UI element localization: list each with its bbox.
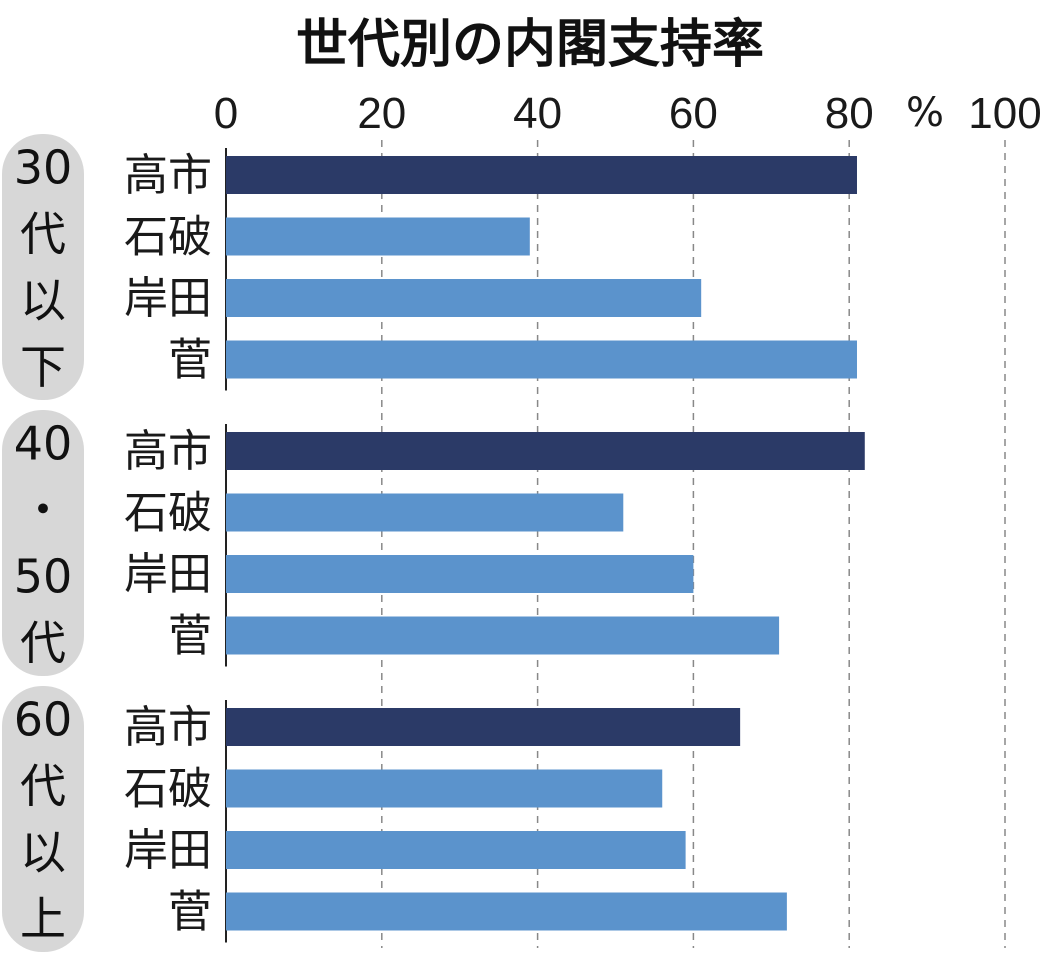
category-label: 石破	[124, 764, 212, 815]
category-label: 岸田	[124, 549, 212, 600]
bar-岸田	[226, 555, 694, 593]
category-label: 菅	[168, 887, 212, 938]
tick-label-40: 40	[513, 89, 562, 138]
category-label: 高市	[124, 150, 212, 201]
category-label: 菅	[168, 335, 212, 386]
group-label-line: 上	[20, 892, 66, 946]
bar-菅	[226, 892, 787, 931]
bar-高市	[226, 156, 857, 194]
tick-label-0: 0	[214, 89, 238, 138]
tick-label-60: 60	[669, 89, 718, 138]
group-label-line: 60	[14, 692, 73, 746]
category-label: 高市	[124, 426, 212, 477]
bar-石破	[226, 217, 530, 256]
group-label-line: 代	[20, 616, 66, 670]
bar-高市	[226, 708, 741, 746]
group-label-line: ・	[20, 483, 66, 537]
group-label-line: 下	[20, 340, 66, 394]
chart-title: 世代別の内閣支持率	[296, 15, 764, 75]
category-label: 岸田	[124, 273, 212, 324]
bar-岸田	[226, 279, 702, 317]
bar-菅	[226, 340, 857, 379]
category-label: 岸田	[124, 825, 212, 876]
category-label: 石破	[124, 488, 212, 539]
tick-label-20: 20	[357, 89, 406, 138]
category-label: 高市	[124, 702, 212, 753]
gridlines	[381, 140, 1006, 948]
tick-label-80: 80	[825, 89, 874, 138]
group-label-line: 代	[20, 207, 66, 261]
group-label-line: 50	[14, 549, 73, 603]
group-label-line: 以	[20, 825, 66, 879]
group-label-line: 40	[14, 416, 73, 470]
group-label-line: 以	[20, 273, 66, 327]
group-label-line: 代	[20, 759, 66, 813]
tick-labels: 0 20 40 60 80 100	[214, 89, 1042, 138]
bar-高市	[226, 432, 865, 470]
bar-菅	[226, 616, 780, 655]
bar-岸田	[226, 831, 686, 869]
unit-label: %	[906, 90, 944, 136]
group-label-line: 30	[14, 140, 73, 194]
bar-石破	[226, 769, 663, 808]
category-label: 菅	[168, 611, 212, 662]
group-label-box	[2, 134, 84, 400]
tick-label-100: 100	[968, 89, 1041, 138]
group-label-box	[2, 410, 84, 676]
category-label: 石破	[124, 212, 212, 263]
bar-石破	[226, 493, 624, 532]
group-label-box	[2, 686, 84, 952]
